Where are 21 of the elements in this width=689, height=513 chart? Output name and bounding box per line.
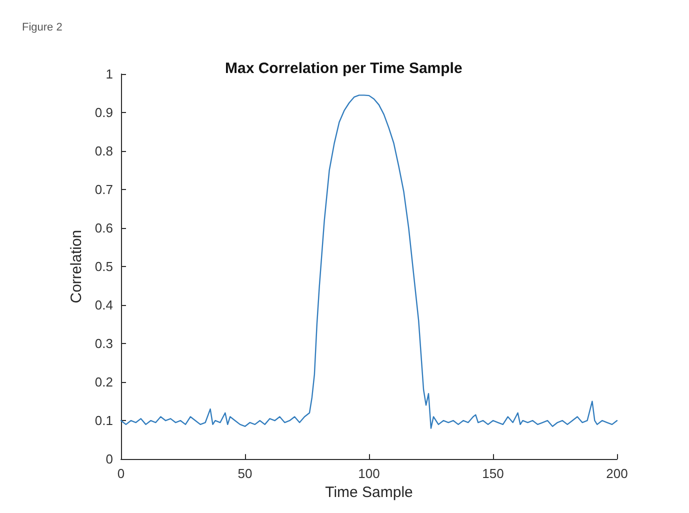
x-tick-label: 200	[606, 466, 628, 482]
y-tick-label: 0.8	[94, 144, 113, 159]
y-tick-label: 0.9	[94, 105, 113, 120]
y-tick-label: 0.6	[94, 220, 113, 236]
y-tick-label: 0.5	[94, 259, 113, 274]
line-series	[120, 94, 618, 429]
x-tick-label: 50	[238, 466, 252, 482]
x-tick-label: 100	[358, 466, 380, 482]
y-tick-label: 0.3	[94, 336, 113, 352]
y-tick-label: 0.4	[94, 298, 113, 313]
chart-title: Max Correlation per Time Sample	[225, 60, 462, 77]
y-tick-label: 1	[106, 66, 113, 82]
x-tick-label: 0	[117, 466, 125, 482]
x-tick-label: 150	[482, 466, 504, 482]
y-tick-label: 0	[106, 452, 113, 467]
y-axis-title: Correlation	[68, 230, 86, 304]
y-tick-label: 0.7	[94, 182, 113, 198]
caption: Figure 2	[22, 22, 62, 34]
y-tick-label: 0.1	[94, 413, 113, 428]
y-tick-label: 0.2	[94, 374, 113, 390]
x-axis-title: Time Sample	[325, 484, 413, 501]
